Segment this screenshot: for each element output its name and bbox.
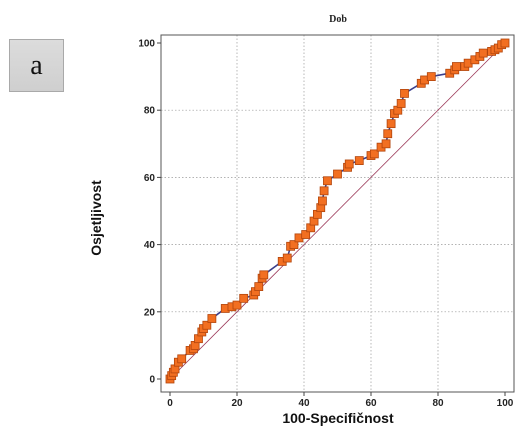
y-tick-label: 0: [149, 375, 155, 386]
y-axis-title: Osjetljivost: [88, 180, 104, 256]
data-point: [259, 270, 269, 280]
data-point: [323, 176, 332, 186]
data-point: [289, 240, 299, 250]
x-tick-label: 80: [432, 398, 444, 409]
data-point: [386, 119, 396, 129]
data-point: [239, 293, 249, 303]
x-tick-label: 20: [231, 398, 243, 409]
y-tick-label: 80: [144, 106, 156, 117]
data-point: [381, 139, 391, 149]
data-point: [207, 314, 217, 323]
data-point: [333, 169, 342, 179]
data-point: [318, 196, 327, 206]
data-point: [344, 159, 354, 169]
data-point: [301, 230, 311, 239]
y-tick-label: 100: [138, 39, 155, 50]
data-point: [500, 38, 510, 48]
data-point: [177, 354, 187, 364]
y-tick-label: 60: [144, 173, 156, 184]
data-point: [282, 253, 292, 263]
data-point: [254, 282, 264, 292]
y-tick-label: 40: [144, 240, 156, 251]
data-point: [354, 156, 364, 166]
data-point: [202, 320, 212, 330]
data-markers: [165, 38, 510, 384]
panel-label: a: [9, 39, 64, 92]
data-point: [396, 99, 406, 108]
data-point: [478, 48, 488, 58]
grid: [161, 35, 514, 392]
plot-area-frame: [160, 34, 515, 393]
x-tick-label: 100: [497, 398, 514, 409]
x-axis-ticks: 0 20 40 60 80 100: [167, 392, 514, 409]
data-point: [319, 186, 329, 196]
chart-title: Dob: [329, 14, 347, 25]
data-point: [426, 72, 436, 81]
data-point: [400, 89, 409, 98]
data-point: [452, 62, 461, 71]
data-point: [383, 129, 393, 139]
x-axis-title: 100-Specifičnost: [282, 410, 394, 426]
y-tick-label: 20: [144, 307, 156, 318]
x-tick-label: 60: [365, 398, 377, 409]
x-tick-label: 40: [298, 398, 310, 409]
reference-diagonal: [169, 42, 506, 380]
data-point: [232, 300, 242, 310]
x-tick-label: 0: [167, 398, 173, 409]
y-axis-ticks: 0 20 40 60 80 100: [138, 39, 161, 386]
data-point: [369, 149, 379, 159]
